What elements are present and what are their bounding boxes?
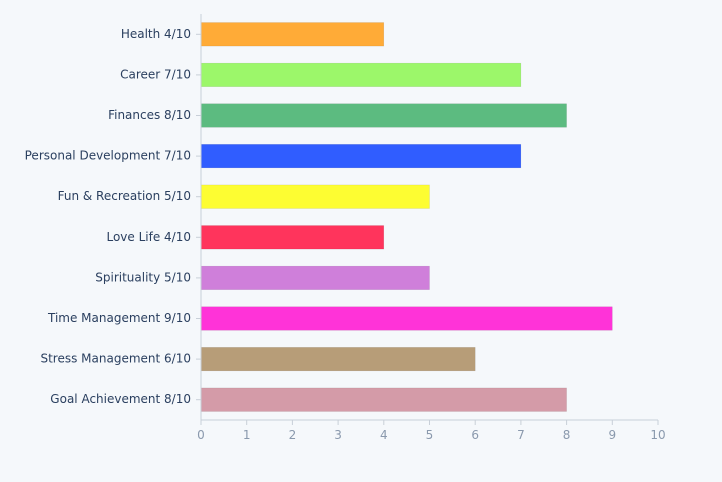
bar-4[interactable] [200, 184, 430, 209]
bar-6[interactable] [200, 265, 430, 290]
category-label: Health 4/10 [121, 27, 191, 41]
bar-3[interactable] [200, 144, 522, 169]
category-label: Stress Management 6/10 [40, 352, 191, 366]
x-tick-label: 8 [563, 428, 571, 442]
axes-group [196, 14, 659, 425]
category-label: Career 7/10 [120, 67, 191, 81]
category-label: Love Life 4/10 [106, 230, 191, 244]
x-tick-label: 2 [289, 428, 297, 442]
x-tick-label: 7 [517, 428, 525, 442]
x-tick-label: 10 [650, 428, 665, 442]
bar-1[interactable] [200, 62, 522, 87]
bar-0[interactable] [200, 22, 385, 47]
category-labels: Health 4/10 Career 7/10 Finances 8/10 Perso… [25, 27, 191, 406]
bar-5[interactable] [200, 225, 385, 250]
x-tick-label: 5 [426, 428, 434, 442]
bar-8[interactable] [200, 347, 476, 372]
x-tick-label: 0 [197, 428, 205, 442]
bar-9[interactable] [200, 387, 567, 412]
category-label: Spirituality 5/10 [95, 270, 191, 284]
bar-7[interactable] [200, 306, 613, 331]
category-label: Finances 8/10 [108, 108, 191, 122]
x-tick-label: 3 [334, 428, 342, 442]
category-label: Goal Achievement 8/10 [50, 392, 191, 406]
bars-group [200, 22, 613, 412]
x-tick-label: 1 [243, 428, 251, 442]
x-tick-label: 4 [380, 428, 388, 442]
category-label: Personal Development 7/10 [25, 149, 191, 163]
category-label: Time Management 9/10 [47, 311, 191, 325]
bar-2[interactable] [200, 103, 567, 128]
x-tick-label: 9 [608, 428, 616, 442]
x-tick-label: 6 [471, 428, 479, 442]
x-tick-labels: 0 1 2 3 4 5 6 7 8 9 10 [197, 428, 665, 442]
category-label: Fun & Recreation 5/10 [58, 189, 191, 203]
